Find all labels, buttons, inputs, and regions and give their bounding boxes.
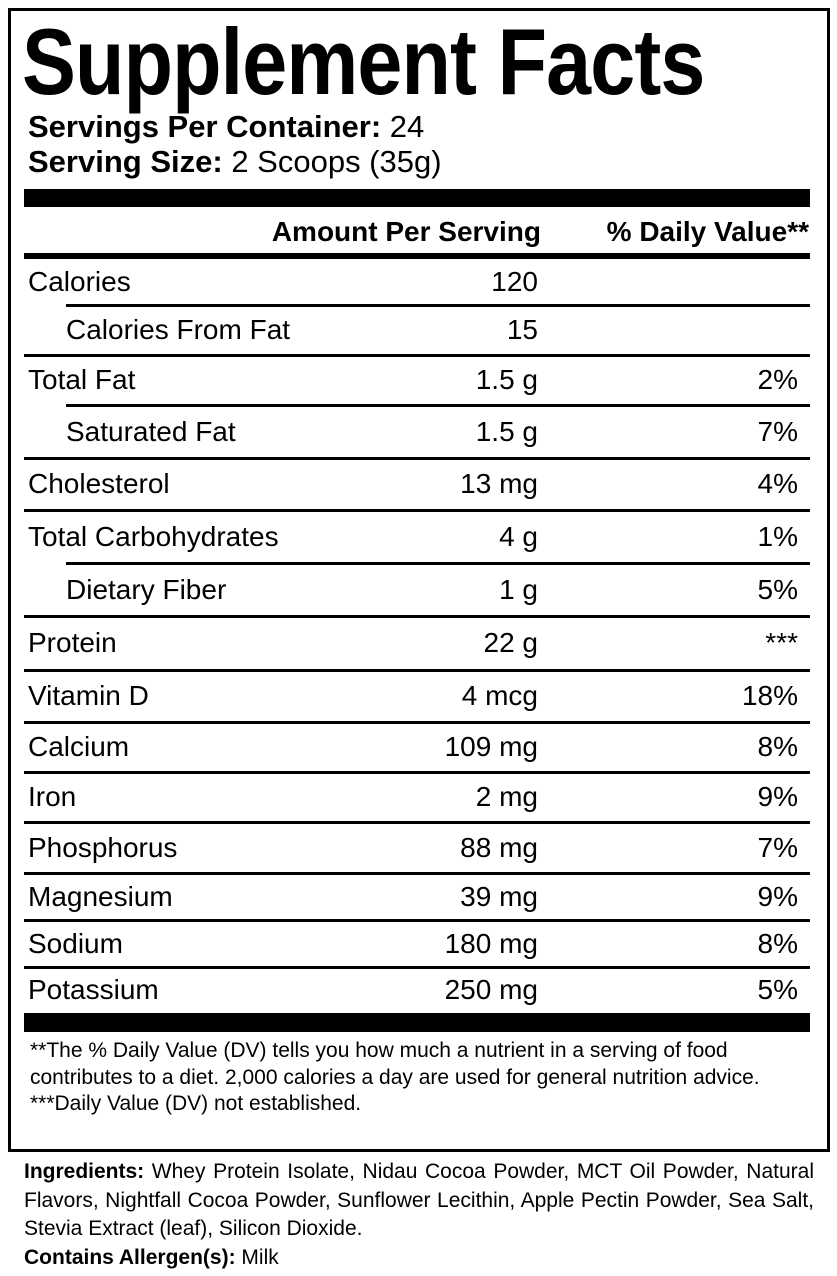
nutrient-amount: 2 mg (475, 781, 538, 812)
nutrient-daily-value: 7% (757, 831, 798, 863)
nutrient-name: Vitamin D (28, 680, 149, 711)
nutrient-amount: 1 g (499, 573, 538, 605)
nutrient-amount: 1.5 g (475, 415, 538, 447)
nutrient-name: Protein (28, 627, 117, 658)
nutrient-name: Sodium (28, 927, 123, 959)
nutrient-daily-value: 2% (757, 364, 798, 395)
nutrient-row: Phosphorus 88 mg 7% (24, 821, 810, 873)
ingredients: Ingredients: Whey Protein Isolate, Nidau… (24, 1158, 814, 1244)
allergens: Contains Allergen(s): Milk (24, 1244, 814, 1273)
servings-value: 24 (389, 109, 425, 144)
nutrient-name: Saturated Fat (66, 415, 236, 447)
nutrient-amount: 13 mg (460, 468, 538, 499)
header-daily-value: % Daily Value** (606, 216, 809, 247)
nutrient-row: Vitamin D 4 mcg 18% (24, 669, 810, 722)
nutrient-name: Total Carbohydrates (28, 520, 279, 552)
nutrient-daily-value: 8% (757, 927, 798, 959)
nutrient-amount: 15 (506, 314, 538, 345)
nutrient-daily-value: 18% (741, 680, 798, 711)
nutrient-amount: 1.5 g (475, 364, 538, 395)
ingredients-text: Whey Protein Isolate, Nidau Cocoa Powder… (24, 1160, 814, 1240)
nutrient-row: Saturated Fat 1.5 g 7% (24, 404, 810, 458)
serving-size-label: Serving Size: (28, 144, 223, 179)
nutrient-row: Cholesterol 13 mg 4% (24, 457, 810, 510)
nutrient-row: Calories 120 (24, 258, 810, 305)
dv-footnote: **The % Daily Value (DV) tells you how m… (30, 1039, 760, 1089)
nutrient-name: Calcium (28, 731, 130, 762)
serving-size: Serving Size: 2 Scoops (35g) (28, 145, 442, 179)
nutrient-daily-value: 9% (757, 880, 798, 912)
nutrient-name: Dietary Fiber (66, 573, 227, 605)
nutrient-amount: 250 mg (444, 974, 538, 1005)
bottom-thick-divider (24, 1013, 810, 1032)
nutrient-row: Dietary Fiber 1 g 5% (24, 562, 810, 616)
nutrient-name: Iron (28, 781, 77, 812)
nutrient-amount: 120 (491, 265, 538, 297)
nutrient-row: Sodium 180 mg 8% (24, 919, 810, 967)
ingredients-section: Ingredients: Whey Protein Isolate, Nidau… (24, 1158, 814, 1272)
nutrient-name: Cholesterol (28, 468, 170, 499)
nutrient-daily-value: 5% (757, 573, 798, 605)
nutrient-row: Potassium 250 mg 5% (24, 966, 810, 1013)
nutrient-daily-value: 9% (757, 781, 798, 812)
footnotes: **The % Daily Value (DV) tells you how m… (30, 1038, 810, 1118)
nutrient-daily-value: 1% (757, 520, 798, 552)
nutrient-daily-value: 7% (757, 415, 798, 447)
nutrient-daily-value: 4% (757, 468, 798, 499)
header-divider (24, 253, 810, 259)
nutrient-name: Phosphorus (28, 831, 178, 863)
nutrient-row: Protein 22 g *** (24, 615, 810, 670)
nutrient-amount: 4 mcg (461, 680, 538, 711)
thick-divider (24, 189, 810, 207)
nutrient-name: Potassium (28, 974, 159, 1005)
header-amount-per-serving: Amount Per Serving (271, 216, 541, 247)
nutrient-table: Calories 120 Calories From Fat 15 Total Fat 1… (24, 258, 810, 1013)
nutrient-daily-value: 5% (757, 974, 798, 1005)
allergens-label: Contains Allergen(s): (24, 1245, 236, 1269)
nutrient-amount: 39 mg (460, 880, 538, 912)
nutrient-amount: 22 g (483, 627, 539, 658)
nutrient-row: Calories From Fat 15 (24, 304, 810, 355)
nutrient-name: Magnesium (28, 880, 173, 912)
nutrient-row: Iron 2 mg 9% (24, 771, 810, 822)
nutrient-row: Total Carbohydrates 4 g 1% (24, 509, 810, 563)
nutrient-daily-value: 8% (757, 731, 798, 762)
allergens-text: Milk (241, 1245, 279, 1269)
nutrient-name: Total Fat (28, 364, 136, 395)
nutrient-row: Total Fat 1.5 g 2% (24, 354, 810, 405)
nutrient-daily-value: *** (765, 627, 798, 658)
not-established-footnote: ***Daily Value (DV) not established. (30, 1092, 362, 1115)
nutrient-row: Magnesium 39 mg 9% (24, 872, 810, 920)
serving-size-value: 2 Scoops (35g) (231, 144, 442, 179)
nutrient-amount: 180 mg (444, 927, 538, 959)
supplement-facts-panel (8, 8, 830, 1152)
ingredients-label: Ingredients: (24, 1160, 145, 1183)
servings-label: Servings Per Container: (28, 109, 382, 144)
nutrient-amount: 109 mg (444, 731, 538, 762)
nutrient-name: Calories From Fat (66, 314, 291, 345)
nutrient-row: Calcium 109 mg 8% (24, 721, 810, 772)
nutrient-amount: 4 g (499, 520, 538, 552)
nutrient-amount: 88 mg (460, 831, 538, 863)
panel-title: Supplement Facts (22, 9, 705, 114)
nutrient-name: Calories (28, 265, 131, 297)
servings-per-container: Servings Per Container: 24 (28, 110, 424, 144)
